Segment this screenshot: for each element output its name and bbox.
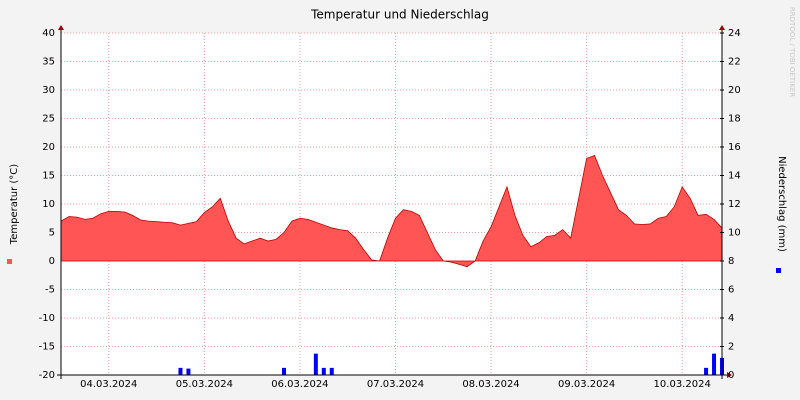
legend-marker xyxy=(776,268,781,273)
x-tick-label: 07.03.2024 xyxy=(367,379,424,390)
y2-tick-label: 6 xyxy=(728,285,734,296)
y2-tick-label: 16 xyxy=(728,142,741,153)
legend-marker xyxy=(7,259,12,264)
y-tick-label: -20 xyxy=(39,370,55,381)
y2-tick-label: 8 xyxy=(728,256,734,267)
precipitation-bar xyxy=(281,367,286,375)
y-tick-label: 0 xyxy=(49,256,55,267)
y-tick-label: 30 xyxy=(42,85,55,96)
y-tick-label: -5 xyxy=(45,285,55,296)
y-tick-label: -10 xyxy=(39,313,55,324)
x-tick-label: 05.03.2024 xyxy=(176,379,233,390)
x-tick-label: 08.03.2024 xyxy=(462,379,519,390)
y2-axis-label: Niederschlag (mm) xyxy=(776,156,787,252)
y2-tick-label: 0 xyxy=(728,370,734,381)
precipitation-bar xyxy=(329,367,334,375)
axis-arrow xyxy=(719,25,725,30)
y2-tick-label: 14 xyxy=(728,171,741,182)
precipitation-bar xyxy=(313,353,318,375)
y2-tick-label: 12 xyxy=(728,199,741,210)
y-tick-label: 5 xyxy=(49,228,55,239)
y-tick-label: 15 xyxy=(42,171,55,182)
precipitation-bar xyxy=(321,367,326,375)
y-tick-label: 25 xyxy=(42,114,55,125)
y2-tick-label: 20 xyxy=(728,85,741,96)
y-tick-label: -15 xyxy=(39,342,55,353)
temperature-area xyxy=(60,155,723,268)
y-axis-label: Temperatur (°C) xyxy=(9,164,20,245)
axis-arrow xyxy=(727,372,732,378)
precipitation-bar xyxy=(712,353,717,375)
chart-title: Temperatur und Niederschlag xyxy=(310,8,489,22)
y2-tick-label: 2 xyxy=(728,342,734,353)
precipitation-bar xyxy=(178,367,183,375)
y2-tick-label: 18 xyxy=(728,114,741,125)
precipitation-bar xyxy=(186,368,191,375)
x-tick-label: 10.03.2024 xyxy=(654,379,711,390)
watermark: RRDTOOL / TOBI OETIKER xyxy=(788,7,796,97)
y2-tick-label: 10 xyxy=(728,228,741,239)
y2-tick-label: 24 xyxy=(728,28,741,39)
precipitation-bar xyxy=(704,367,709,375)
axis-arrow xyxy=(58,25,64,30)
y-tick-label: 40 xyxy=(42,28,55,39)
x-tick-label: 06.03.2024 xyxy=(271,379,328,390)
y-tick-label: 20 xyxy=(42,142,55,153)
y-tick-label: 35 xyxy=(42,57,55,68)
y2-tick-label: 22 xyxy=(728,57,741,68)
x-tick-label: 04.03.2024 xyxy=(80,379,137,390)
y-tick-label: 10 xyxy=(42,199,55,210)
y2-tick-label: 4 xyxy=(728,313,734,324)
x-tick-label: 09.03.2024 xyxy=(558,379,615,390)
